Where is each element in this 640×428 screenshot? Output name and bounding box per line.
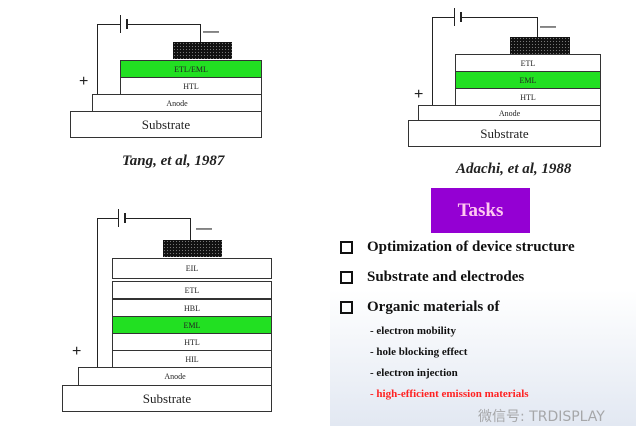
wire (97, 218, 118, 219)
layer-htl: HTL (112, 333, 272, 351)
layer-anode: Anode (418, 105, 601, 121)
sub-item: - hole blocking effect (370, 346, 468, 358)
plus-sign: + (414, 86, 424, 103)
wire (97, 24, 120, 25)
checkbox-square-icon (340, 271, 353, 284)
wire (537, 17, 538, 37)
layer-etl: ETL (455, 54, 601, 72)
layer-etl-eml: ETL/EML (120, 60, 262, 78)
wire (432, 17, 433, 106)
layer-hbl: HBL (112, 299, 272, 317)
layer-substrate: Substrate (70, 111, 262, 138)
bullet-item: Optimization of device structure (340, 239, 575, 256)
cathode (173, 42, 232, 59)
tasks-background (330, 290, 636, 426)
wire (127, 24, 201, 25)
minus-sign: — (203, 23, 219, 40)
wire (461, 17, 538, 18)
bullet-text: Substrate and electrodes (367, 269, 525, 285)
minus-sign: — (540, 18, 556, 35)
sub-item: - electron injection (370, 367, 458, 379)
minus-sign: — (196, 220, 212, 237)
layer-htl: HTL (455, 88, 601, 106)
caption: Adachi, et al, 1988 (456, 161, 572, 177)
wire (97, 24, 98, 95)
battery-plate (120, 15, 121, 33)
cathode (163, 240, 222, 257)
bullet-item: Organic materials of (340, 299, 499, 316)
bullet-text: Optimization of device structure (367, 239, 575, 255)
plus-sign: + (79, 73, 89, 90)
layer-substrate: Substrate (62, 385, 272, 412)
caption: Tang, et al, 1987 (122, 153, 225, 169)
sub-item-highlight: - high-efficient emission materials (370, 388, 529, 400)
layer-htl: HTL (120, 77, 262, 95)
wire (200, 24, 201, 42)
cathode (510, 37, 570, 54)
checkbox-square-icon (340, 241, 353, 254)
bullet-item: Substrate and electrodes (340, 269, 524, 286)
layer-eml: EML (112, 316, 272, 334)
tasks-title: Tasks (431, 188, 530, 233)
battery-plate (118, 209, 119, 227)
layer-anode: Anode (92, 94, 262, 112)
wire (97, 218, 98, 368)
wire (125, 218, 191, 219)
layer-eml: EML (455, 71, 601, 89)
layer-eil: EIL (112, 258, 272, 279)
watermark: 微信号: TRDISPLAY (478, 409, 605, 425)
layer-hil: HIL (112, 350, 272, 368)
layer-etl: ETL (112, 281, 272, 299)
battery-plate (454, 8, 455, 26)
wire (190, 218, 191, 240)
wire (432, 17, 454, 18)
sub-item: - electron mobility (370, 325, 456, 337)
layer-substrate: Substrate (408, 120, 601, 147)
plus-sign: + (72, 343, 82, 360)
checkbox-square-icon (340, 301, 353, 314)
layer-anode: Anode (78, 367, 272, 386)
bullet-text: Organic materials of (367, 299, 500, 315)
